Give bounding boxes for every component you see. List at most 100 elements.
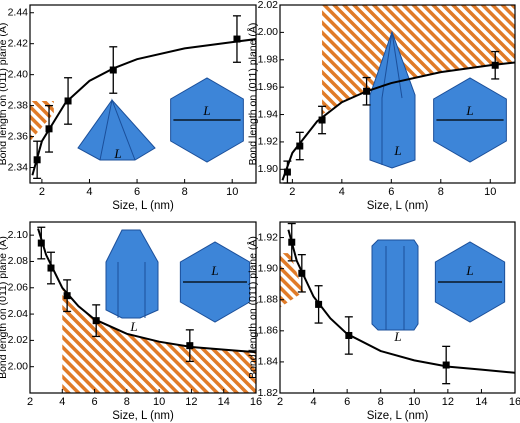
point [37, 239, 45, 247]
x-tick-label: 14 [475, 396, 487, 408]
fit-curve [287, 229, 515, 374]
point [47, 264, 55, 272]
y-tick-label: 2.04 [8, 308, 29, 320]
x-tick-label: 8 [378, 396, 384, 408]
inset-edge [391, 31, 403, 99]
x-tick-label: 12 [442, 396, 454, 408]
x-tick-label: 14 [218, 396, 230, 408]
y-axis-label: Bond length on (011) plane (Å) [246, 236, 259, 379]
inset-pyramid [77, 99, 156, 161]
y-tick-label: 1.98 [258, 54, 279, 66]
inset-label: L [210, 263, 218, 278]
point [298, 269, 306, 277]
inset-prism [105, 229, 159, 319]
x-tick-label: 10 [408, 396, 420, 408]
inset-label: L [465, 263, 473, 278]
y-tick-label: 2.10 [8, 229, 29, 241]
point [288, 238, 296, 246]
point [64, 97, 72, 105]
x-axis-label: Size, L (nm) [367, 200, 429, 212]
x-axis-label: Size, L (nm) [112, 410, 174, 422]
point [491, 61, 499, 69]
inset-label: L [393, 329, 401, 344]
axes-frame [29, 221, 257, 394]
hatch-region [62, 287, 256, 393]
inset-label: L [129, 319, 137, 334]
x-tick-label: 2 [27, 396, 33, 408]
x-tick-label: 10 [226, 186, 238, 198]
y-tick-label: 2.44 [8, 7, 29, 19]
x-tick-label: 6 [92, 396, 98, 408]
x-axis-label: Size, L (nm) [112, 200, 174, 212]
y-tick-label: 2.02 [8, 334, 29, 346]
point [45, 125, 53, 133]
x-tick-label: 10 [153, 396, 165, 408]
panel: L L 2.00 2.02 2.04 2.06 2.08 2.10 2 4 6 8 10 12 14 16 Si… [0, 221, 262, 422]
x-tick-label: 6 [388, 186, 394, 198]
panel: L L 1.90 1.92 1.94 1.96 1.98 2.00 2.02 2 4 6 8 10 Size… [246, 0, 516, 212]
y-axis-label: Bond length on (011) plane (Å) [246, 23, 259, 166]
axes-frame [279, 4, 516, 184]
y-tick-label: 1.86 [258, 325, 279, 337]
y-tick-label: 1.84 [258, 356, 279, 368]
point [233, 35, 241, 43]
point [318, 116, 326, 124]
y-tick-label: 1.88 [258, 294, 279, 306]
y-tick-label: 1.94 [258, 108, 279, 120]
hatch-region [322, 5, 515, 115]
y-tick-label: 1.90 [258, 262, 279, 274]
hatch-region [30, 100, 54, 142]
y-axis-label: Bond length on (011) plane (Å) [0, 236, 9, 379]
inset-edge [381, 31, 393, 165]
inset-prism [369, 30, 416, 169]
x-tick-label: 4 [59, 396, 65, 408]
x-tick-label: 2 [289, 186, 295, 198]
x-tick-label: 16 [509, 396, 520, 408]
axes-frame [29, 4, 257, 184]
inset-edge [99, 98, 136, 161]
x-tick-label: 4 [339, 186, 345, 198]
x-tick-label: 2 [39, 186, 45, 198]
y-tick-label: 1.96 [258, 81, 279, 93]
y-tick-label: 1.92 [258, 231, 279, 243]
point [186, 342, 194, 350]
inset-label: L [202, 103, 210, 118]
x-tick-label: 12 [185, 396, 197, 408]
x-tick-label: 8 [438, 186, 444, 198]
x-tick-label: 6 [344, 396, 350, 408]
inset-label: L [465, 103, 473, 118]
x-tick-label: 16 [250, 396, 262, 408]
y-tick-label: 2.34 [8, 161, 29, 173]
inset-prism [371, 239, 419, 331]
y-tick-label: 2.42 [8, 37, 29, 49]
x-tick-label: 10 [484, 186, 496, 198]
y-tick-label: 2.00 [8, 360, 29, 372]
inset-label: L [113, 146, 121, 161]
y-tick-label: 2.06 [8, 282, 29, 294]
point [442, 361, 450, 369]
point [283, 168, 291, 176]
point [92, 317, 100, 325]
y-tick-label: 1.92 [258, 136, 279, 148]
x-axis-label: Size, L (nm) [367, 410, 429, 422]
y-tick-label: 2.08 [8, 255, 29, 267]
panel: L L 1.82 1.84 1.86 1.88 1.90 1.92 2 4 6 8 10 12 14 16 Si… [246, 221, 520, 422]
point [296, 142, 304, 150]
x-tick-label: 8 [182, 186, 188, 198]
y-tick-label: 2.36 [8, 130, 29, 142]
point [363, 87, 371, 95]
x-tick-label: 6 [134, 186, 140, 198]
point [315, 300, 323, 308]
y-tick-label: 1.82 [258, 387, 279, 399]
y-axis-label: Bond length on (011) plane (Å) [0, 23, 9, 166]
y-tick-label: 2.38 [8, 99, 29, 111]
y-tick-label: 2.00 [258, 26, 279, 38]
x-tick-label: 8 [124, 396, 130, 408]
y-tick-label: 1.90 [258, 163, 279, 175]
inset-label: L [393, 143, 401, 158]
point [345, 331, 353, 339]
axes-frame [279, 221, 516, 394]
x-tick-label: 2 [277, 396, 283, 408]
point [109, 66, 117, 74]
point [63, 292, 71, 300]
